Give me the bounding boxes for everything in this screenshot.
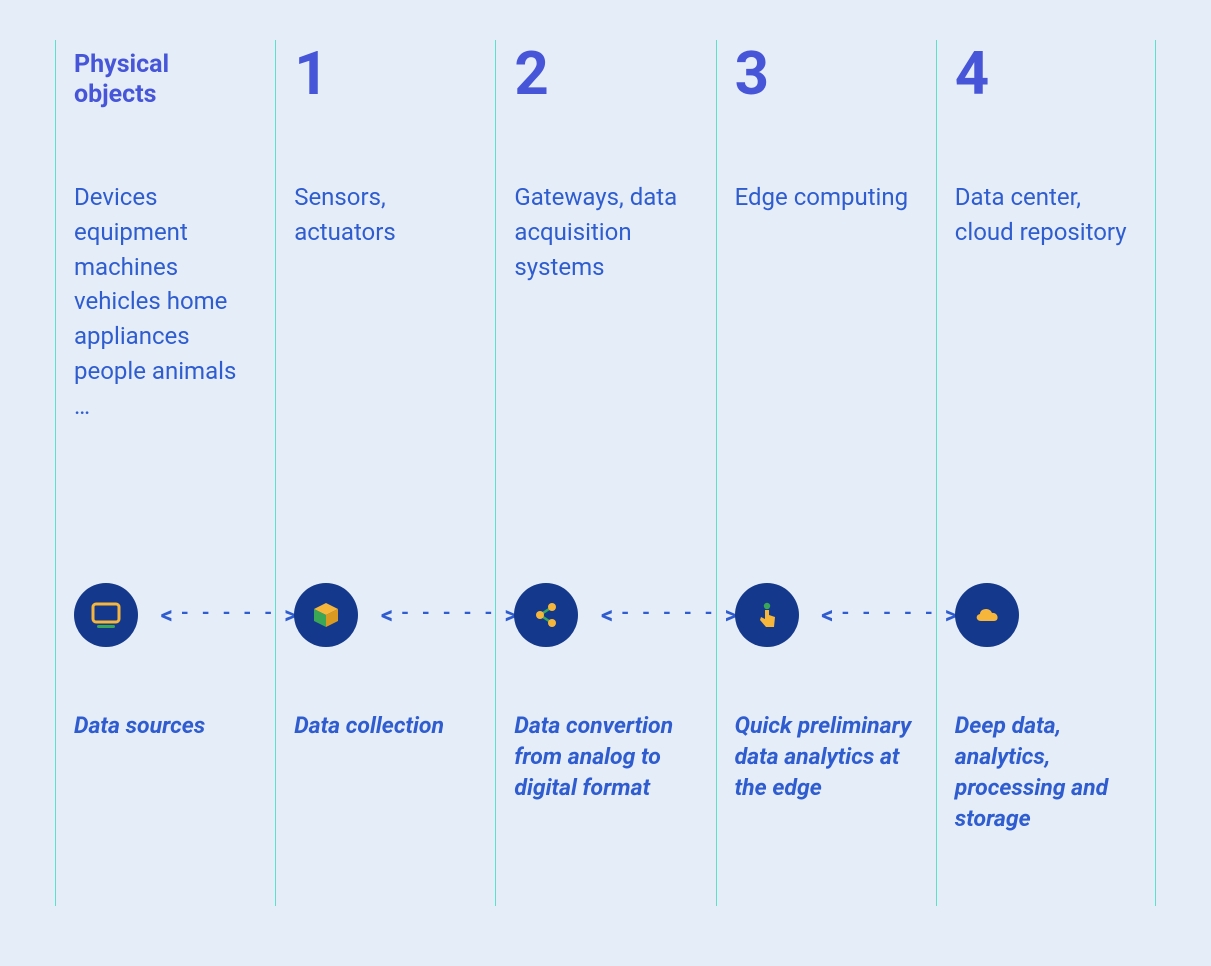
col2-caption: Data convertion from analog to digital f… [514,710,697,803]
cube-icon [294,583,358,647]
col0-caption: Data sources [74,710,257,741]
monitor-icon [74,583,138,647]
col3-desc: Edge computing [735,180,918,215]
column-3: 3 Edge computing < - - - - - > Quick pre… [716,40,936,906]
col4-desc: Data center, cloud repository [955,180,1137,250]
col2-number: 2 [514,44,697,104]
cloud-icon [955,583,1019,647]
col3-number: 3 [735,44,918,104]
col1-caption: Data collection [294,710,477,741]
column-1: 1 Sensors, actuators < - - - - - > Data … [275,40,495,906]
column-2: 2 Gateways, data acquisition systems < -… [495,40,715,906]
touch-icon [735,583,799,647]
col1-desc: Sensors, actuators [294,180,477,250]
col0-desc: Devices equipment machines vehicles home… [74,180,257,424]
col4-caption: Deep data, analytics, processing and sto… [955,710,1137,834]
share-icon [514,583,578,647]
column-0: Physical objects Devices equipment machi… [55,40,275,906]
col2-desc: Gateways, data acquisition systems [514,180,697,284]
col3-caption: Quick preliminary data analytics at the … [735,710,918,803]
col1-number: 1 [294,44,477,104]
infographic-grid: Physical objects Devices equipment machi… [55,40,1156,906]
col4-number: 4 [955,44,1137,104]
column-4: 4 Data center, cloud repository Deep dat… [936,40,1156,906]
col0-title: Physical objects [74,50,257,110]
